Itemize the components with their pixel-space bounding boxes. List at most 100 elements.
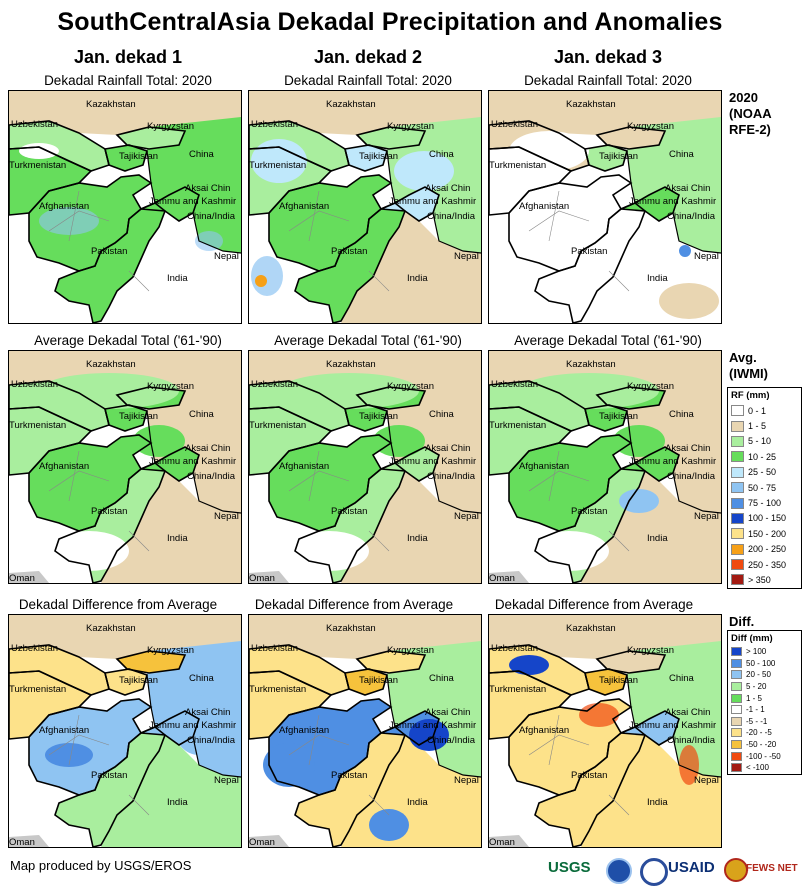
map-label-kyrgyzstan: Kyrgyzstan xyxy=(627,121,674,132)
diff-legend-label: -1 - 1 xyxy=(746,705,765,715)
map-label-afghanistan: Afghanistan xyxy=(39,725,89,736)
map-label-india: India xyxy=(167,797,188,808)
map-label-turkmenistan: Turkmenistan xyxy=(489,420,546,431)
panel-title-total-2: Dekadal Rainfall Total: 2020 xyxy=(284,73,452,88)
map-label-china-india: China/India xyxy=(667,211,716,222)
row-label-line: (NOAA xyxy=(729,106,772,121)
map-label-afghanistan: Afghanistan xyxy=(519,201,569,212)
map-label-afghanistan: Afghanistan xyxy=(279,201,329,212)
map-label-aksai-chin: Aksai Chin xyxy=(665,443,710,454)
map-label-india: India xyxy=(167,533,188,544)
diff-legend-item: -5 - -1 xyxy=(728,716,801,728)
diff-legend-item: 20 - 50 xyxy=(728,669,801,681)
map-label-kazakhstan: Kazakhstan xyxy=(86,623,136,634)
map-label-aksai-chin: Aksai Chin xyxy=(185,707,230,718)
map-label-pakistan: Pakistan xyxy=(331,246,367,257)
map-label-oman: Oman xyxy=(489,837,515,847)
row-label-2020: 2020 (NOAA RFE-2) xyxy=(729,90,772,138)
map-average-dekad-3: Kazakhstan Uzbekistan Kyrgyzstan Tajikistan… xyxy=(488,350,722,584)
map-label-jammu: Jammu and Kashmir xyxy=(389,456,476,467)
panel-title-diff-2: Dekadal Difference from Average xyxy=(254,597,454,612)
map-label-turkmenistan: Turkmenistan xyxy=(9,420,66,431)
map-label-turkmenistan: Turkmenistan xyxy=(489,684,546,695)
diff-legend-title: Diff (mm) xyxy=(731,633,773,644)
map-label-kazakhstan: Kazakhstan xyxy=(86,99,136,110)
diff-legend-swatch xyxy=(731,682,742,692)
diff-legend-swatch xyxy=(731,740,742,750)
map-label-pakistan: Pakistan xyxy=(331,770,367,781)
row-label-line: (IWMI) xyxy=(729,366,768,381)
map-label-china: China xyxy=(429,149,455,160)
diff-legend-item: 1 - 5 xyxy=(728,692,801,704)
usaid-logo: USAID xyxy=(668,859,715,876)
footer-credit: Map produced by USGS/EROS xyxy=(10,858,192,873)
panel-title-total-3: Dekadal Rainfall Total: 2020 xyxy=(524,73,692,88)
map-label-tajikistan: Tajikistan xyxy=(599,411,638,422)
map-label-nepal: Nepal xyxy=(694,251,719,262)
map-label-uzbekistan: Uzbekistan xyxy=(11,379,58,390)
map-label-kazakhstan: Kazakhstan xyxy=(86,359,136,370)
rf-legend-item: 200 - 250 xyxy=(728,542,801,557)
map-label-pakistan: Pakistan xyxy=(571,770,607,781)
rf-legend-item: 5 - 10 xyxy=(728,434,801,449)
rf-legend-item: 75 - 100 xyxy=(728,495,801,510)
rf-legend-label: 50 - 75 xyxy=(748,482,777,493)
map-label-china-india: China/India xyxy=(667,471,716,482)
diff-legend-label: 50 - 100 xyxy=(746,658,776,668)
map-label-pakistan: Pakistan xyxy=(571,506,607,517)
row-label-line: Avg. xyxy=(729,350,757,365)
map-label-china: China xyxy=(669,673,695,684)
map-label-pakistan: Pakistan xyxy=(331,506,367,517)
map-label-tajikistan: Tajikistan xyxy=(119,411,158,422)
map-difference-dekad-3: Kazakhstan Uzbekistan Kyrgyzstan Tajikistan… xyxy=(488,614,722,848)
noaa-logo-icon xyxy=(606,858,632,884)
diff-legend-swatch xyxy=(731,670,742,680)
map-label-tajikistan: Tajikistan xyxy=(359,675,398,686)
map-label-pakistan: Pakistan xyxy=(91,246,127,257)
map-difference-dekad-2: Kazakhstan Uzbekistan Kyrgyzstan Tajikistan… xyxy=(248,614,482,848)
fews-net-logo: FEWS NET xyxy=(746,863,798,874)
usgs-logo: USGS xyxy=(548,859,591,876)
diff-legend-item: -1 - 1 xyxy=(728,704,801,716)
map-label-tajikistan: Tajikistan xyxy=(119,675,158,686)
row-label-line: Diff. xyxy=(729,614,755,629)
rf-legend-swatch xyxy=(731,528,744,540)
row-label-avg: Avg. (IWMI) xyxy=(729,350,768,382)
map-label-kyrgyzstan: Kyrgyzstan xyxy=(387,645,434,656)
map-label-india: India xyxy=(647,797,668,808)
map-label-china-india: China/India xyxy=(667,735,716,746)
rf-legend-label: 1 - 5 xyxy=(748,421,767,432)
rf-legend-swatch xyxy=(731,543,744,555)
map-label-kyrgyzstan: Kyrgyzstan xyxy=(147,645,194,656)
diff-legend-swatch xyxy=(731,658,742,668)
rf-legend-item: 25 - 50 xyxy=(728,465,801,480)
map-label-turkmenistan: Turkmenistan xyxy=(489,160,546,171)
rf-legend-label: 150 - 200 xyxy=(748,528,787,539)
rf-legend-item: 150 - 200 xyxy=(728,526,801,541)
map-label-nepal: Nepal xyxy=(694,511,719,522)
map-label-jammu: Jammu and Kashmir xyxy=(629,456,716,467)
rf-legend-swatch xyxy=(731,512,744,524)
panel-title-avg-2: Average Dekadal Total ('61-'90) xyxy=(274,333,462,348)
map-label-uzbekistan: Uzbekistan xyxy=(491,119,538,130)
map-label-tajikistan: Tajikistan xyxy=(359,411,398,422)
panel-title-avg-3: Average Dekadal Total ('61-'90) xyxy=(514,333,702,348)
rf-legend-swatch xyxy=(731,405,744,417)
rf-legend: RF (mm) 0 - 1 1 - 5 5 - 10 10 - 25 25 - 50 50… xyxy=(727,387,802,589)
map-label-uzbekistan: Uzbekistan xyxy=(251,119,298,130)
column-header-dekad-3: Jan. dekad 3 xyxy=(553,47,663,67)
map-label-uzbekistan: Uzbekistan xyxy=(491,379,538,390)
map-label-jammu: Jammu and Kashmir xyxy=(629,196,716,207)
fews-net-globe-icon xyxy=(724,858,748,882)
map-label-kazakhstan: Kazakhstan xyxy=(566,623,616,634)
map-label-china: China xyxy=(189,673,215,684)
rf-legend-label: 75 - 100 xyxy=(748,498,782,509)
diff-legend-swatch xyxy=(731,728,742,738)
rf-legend-item: 50 - 75 xyxy=(728,480,801,495)
rf-legend-item: 250 - 350 xyxy=(728,557,801,572)
map-label-kazakhstan: Kazakhstan xyxy=(326,99,376,110)
map-label-kyrgyzstan: Kyrgyzstan xyxy=(627,381,674,392)
map-label-oman: Oman xyxy=(9,573,35,583)
map-label-afghanistan: Afghanistan xyxy=(39,461,89,472)
map-label-uzbekistan: Uzbekistan xyxy=(491,643,538,654)
